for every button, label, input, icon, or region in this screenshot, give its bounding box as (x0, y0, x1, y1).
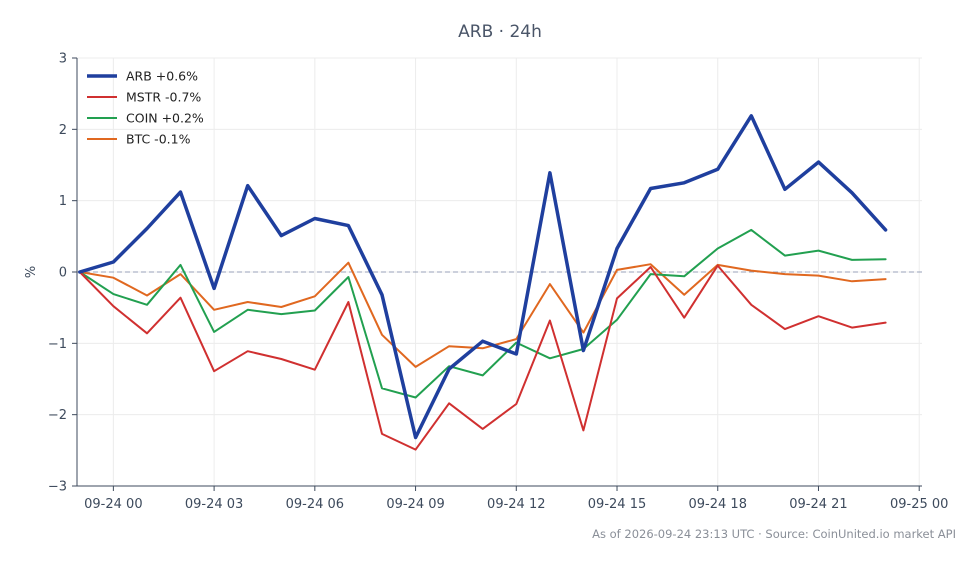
y-axis-label: % (24, 266, 39, 278)
y-tick-label: 0 (59, 266, 67, 281)
legend-label: BTC -0.1% (126, 132, 191, 147)
x-tick-label: 09-24 21 (789, 497, 847, 512)
legend-label: ARB +0.6% (126, 69, 198, 84)
y-tick-labels: −3 −2 −1 0 1 2 3 (48, 52, 67, 495)
chart-title: ARB · 24h (458, 22, 542, 42)
axes (72, 57, 922, 491)
y-tick-label: 2 (59, 123, 67, 138)
series-line (78, 261, 887, 368)
y-tick-label: 3 (59, 52, 67, 67)
x-tick-labels: 09-24 00 09-24 03 09-24 06 09-24 09 09-24 12… (84, 497, 948, 512)
y-tick-label: 1 (59, 194, 67, 209)
series-line (78, 114, 888, 440)
series-lines (78, 114, 888, 451)
x-tick-label: 09-24 12 (487, 497, 545, 512)
x-tick-label: 09-24 00 (84, 497, 142, 512)
x-tick-label: 09-24 15 (588, 497, 646, 512)
series-line (78, 228, 887, 399)
y-tick-label: −3 (48, 480, 67, 495)
legend: ARB +0.6% MSTR -0.7% COIN +0.2% BTC -0.1% (87, 69, 204, 147)
legend-label: MSTR -0.7% (126, 90, 201, 105)
series-line (78, 264, 887, 451)
x-tick-label: 09-24 03 (185, 497, 243, 512)
y-tick-label: −1 (48, 337, 67, 352)
legend-label: COIN +0.2% (126, 111, 204, 126)
footer-source: As of 2026-09-24 23:13 UTC · Source: Coi… (592, 527, 956, 541)
x-tick-label: 09-24 18 (689, 497, 747, 512)
y-tick-label: −2 (48, 408, 67, 423)
x-tick-label: 09-24 09 (386, 497, 444, 512)
x-tick-label: 09-24 06 (286, 497, 344, 512)
x-tick-label: 09-25 00 (890, 497, 948, 512)
